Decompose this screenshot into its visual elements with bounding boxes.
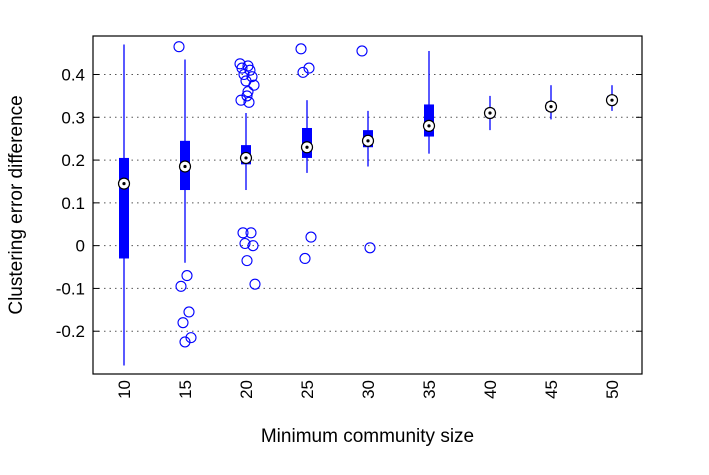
box-35 [422,50,436,154]
iqr-box [119,157,129,259]
outlier-point [364,242,376,254]
outlier-point [245,227,257,239]
y-axis-label: Clustering error difference [6,95,27,314]
box-25 [300,100,314,173]
outlier-point [185,332,197,344]
outlier-point [356,45,368,57]
plot-frame [92,35,643,375]
outlier-point [299,252,311,265]
outlier-point [241,90,253,102]
y-tick-label: 0 [76,237,85,256]
outlier-point [241,255,253,267]
outlier-point [173,41,185,53]
box-45 [544,85,558,120]
x-tick-label: 50 [603,380,622,399]
outlier-point [239,237,251,250]
box-10 [117,44,131,366]
median-dot [244,156,248,160]
x-tick-label: 20 [237,380,256,399]
box-30 [361,110,375,167]
x-tick-label: 45 [542,380,561,399]
outlier-point [243,96,255,108]
outlier-points [173,41,376,348]
outlier-point [242,86,254,98]
box-series [117,44,619,366]
outlier-point [175,280,187,292]
outlier-point [297,66,309,78]
median-dot [427,124,431,128]
box-50 [605,85,619,111]
box-15 [178,59,192,263]
outlier-point [235,94,247,106]
outlier-point [295,43,307,55]
outlier-point [238,68,250,81]
outlier-point [181,270,193,282]
x-axis-label: Minimum community size [261,426,474,447]
outlier-point [183,306,195,318]
outlier-point [244,64,256,76]
median-dot [488,111,492,115]
y-tick-label: 0.4 [61,66,85,85]
outlier-point [179,336,191,348]
x-tick-label: 10 [115,380,134,399]
y-axis-ticks: -0.2 -0.1 0 0.1 0.2 0.3 0.4 [56,66,642,341]
outlier-point [305,231,317,243]
outlier-point [246,71,258,83]
outlier-point [237,227,249,239]
outlier-point [247,240,259,252]
outlier-point [249,278,261,290]
y-tick-label: 0.2 [61,151,85,170]
median-dot [610,98,614,102]
y-tick-label: 0.3 [61,108,85,127]
x-axis-ticks: 10 15 20 25 30 35 40 45 50 [115,380,622,399]
y-tick-label: -0.2 [56,322,85,341]
y-tick-label: -0.1 [56,279,85,298]
x-tick-label: 25 [298,380,317,399]
median-dot [122,182,126,186]
outlier-point [177,317,189,329]
y-tick-label: 0.1 [61,194,85,213]
median-dot [366,139,370,143]
x-tick-label: 35 [420,380,439,399]
x-tick-label: 15 [176,380,195,399]
box-40 [483,95,497,131]
x-tick-label: 40 [481,380,500,399]
box-20 [239,113,253,191]
x-tick-label: 30 [359,380,378,399]
outlier-point [303,62,315,74]
outlier-point [236,62,248,74]
outlier-point [248,79,260,91]
median-dot [549,104,553,109]
median-dot [305,145,309,149]
median-dot [183,164,187,169]
